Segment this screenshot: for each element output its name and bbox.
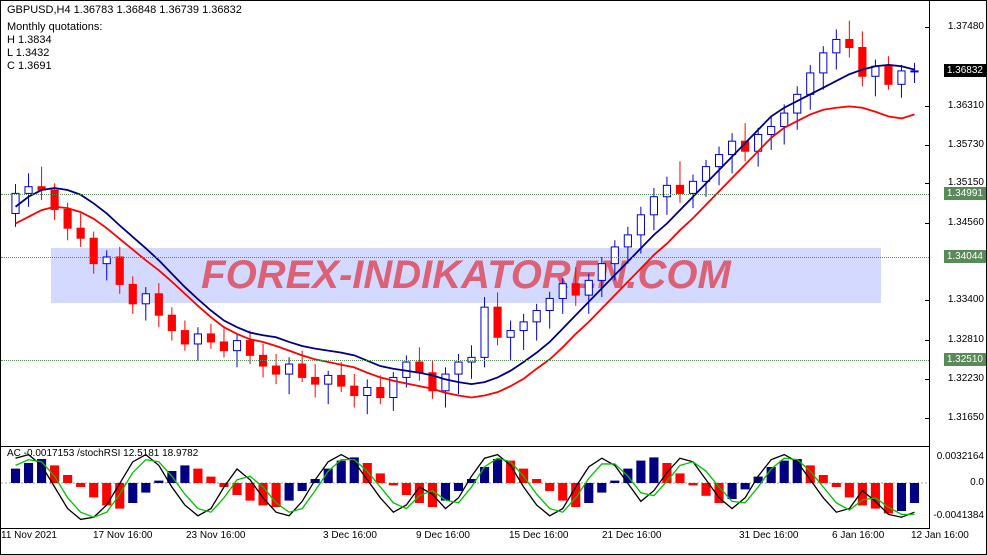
main-price-panel[interactable]: GBPUSD,H4 1.36783 1.36848 1.36739 1.3683… bbox=[1, 1, 930, 447]
x-tick-label: 11 Nov 2021 bbox=[1, 530, 57, 541]
x-tick-label: 21 Dec 16:00 bbox=[602, 530, 662, 541]
level-line bbox=[1, 194, 929, 195]
y-tick-label: 1.32810 bbox=[948, 334, 984, 345]
x-axis: 11 Nov 2021 17 Nov 16:00 23 Nov 16:00 3 Dec… bbox=[1, 528, 986, 554]
level-box: 1.32510 bbox=[944, 353, 986, 366]
indicator-panel[interactable]: AC -0.0017153 /stochRSI 12.5181 18.9782 bbox=[1, 446, 930, 529]
y-tick-label: 1.34560 bbox=[948, 217, 984, 228]
y-tick-label: 1.32230 bbox=[948, 373, 984, 384]
y-axis-sub: 0.0032164 0.0 -0.0041384 bbox=[929, 446, 986, 528]
current-price-box: 1.36832 bbox=[944, 64, 986, 77]
x-tick-label: 31 Dec 16:00 bbox=[739, 530, 799, 541]
y-tick-label: 1.33400 bbox=[948, 294, 984, 305]
x-tick-label: 9 Dec 16:00 bbox=[416, 530, 470, 541]
x-tick-label: 3 Dec 16:00 bbox=[323, 530, 377, 541]
level-box: 1.34044 bbox=[944, 250, 986, 263]
x-tick-label: 6 Jan 16:00 bbox=[832, 530, 884, 541]
chart-container: GBPUSD,H4 1.36783 1.36848 1.36739 1.3683… bbox=[0, 0, 987, 555]
level-line bbox=[1, 257, 929, 258]
level-box: 1.34991 bbox=[944, 187, 986, 200]
level-line bbox=[1, 360, 929, 361]
main-svg bbox=[1, 1, 929, 446]
y-tick-label: 1.36310 bbox=[948, 100, 984, 111]
sub-svg bbox=[1, 446, 929, 528]
x-tick-label: 23 Nov 16:00 bbox=[186, 530, 246, 541]
y-axis-main: 1.374801.363101.357301.351501.345601.334… bbox=[929, 1, 986, 446]
y-tick-label: 1.37480 bbox=[948, 21, 984, 32]
sub-y-tick-label: 0.0032164 bbox=[937, 451, 984, 462]
x-tick-label: 12 Jan 16:00 bbox=[911, 530, 969, 541]
sub-y-tick-label: 0.0 bbox=[970, 477, 984, 488]
x-tick-label: 17 Nov 16:00 bbox=[93, 530, 153, 541]
y-tick-label: 1.35730 bbox=[948, 139, 984, 150]
x-tick-label: 15 Dec 16:00 bbox=[509, 530, 569, 541]
sub-y-tick-label: -0.0041384 bbox=[933, 510, 984, 521]
y-tick-label: 1.31650 bbox=[948, 412, 984, 423]
